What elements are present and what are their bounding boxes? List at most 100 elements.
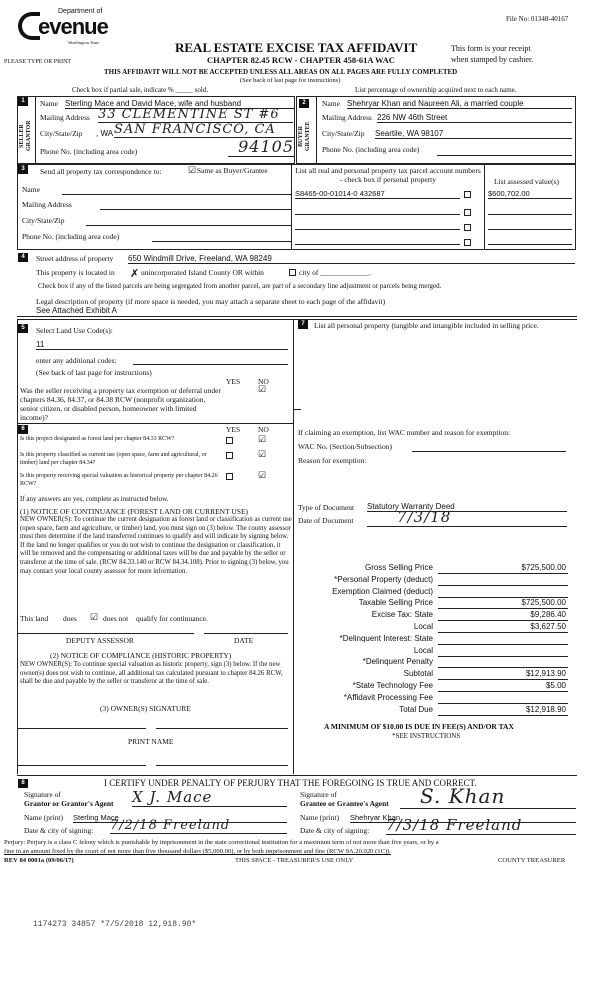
parcel-number-field[interactable]: S8465-00-01014-0 432687 bbox=[295, 189, 460, 199]
located-in-label: This property is located in bbox=[36, 268, 115, 277]
seller-city-field[interactable]: SAN FRANCISCO, CA bbox=[114, 122, 294, 138]
section-7-panel bbox=[294, 319, 577, 774]
property-street-field[interactable]: 650 Windmill Drive, Freeland, WA 98249 bbox=[128, 254, 575, 264]
city-checkbox[interactable] bbox=[289, 269, 296, 276]
section-number: 7 bbox=[298, 320, 308, 329]
receipt-note-2: when stamped by cashier. bbox=[451, 55, 534, 64]
buyer-name-field[interactable]: Shehryar Khan and Naureen Ali, a married… bbox=[347, 99, 572, 109]
assessed-value-field[interactable]: $600,702.00 bbox=[488, 189, 572, 199]
signature-of-label: Signature of bbox=[24, 790, 61, 799]
partial-sale: Check box if partial sale, indicate % __… bbox=[72, 86, 209, 94]
seller-zip-handwritten[interactable]: 94105 bbox=[228, 137, 294, 157]
same-as-buyer-checkbox[interactable]: ☑ Same as Buyer/Grantee bbox=[188, 165, 268, 175]
section-3-correspondence: 3 Send all property tax correspondence t… bbox=[17, 164, 576, 250]
logo-swoosh-icon bbox=[18, 12, 40, 40]
fee-value[interactable]: $9,286.40 bbox=[438, 610, 568, 622]
section-number: 4 bbox=[18, 253, 28, 262]
form-title: REAL ESTATE EXCISE TAX AFFIDAVIT bbox=[175, 40, 418, 55]
checkbox-cross-icon: ✗ bbox=[130, 268, 140, 280]
fee-value[interactable] bbox=[438, 634, 568, 645]
receipt-note-1: This form is your receipt bbox=[451, 44, 531, 53]
personal-property-label: List all personal property (tangible and… bbox=[314, 321, 539, 330]
personal-property-checkbox[interactable] bbox=[464, 208, 471, 216]
forest-yes-checkbox[interactable] bbox=[226, 437, 233, 444]
fee-value[interactable] bbox=[438, 646, 568, 657]
section-number: 3 bbox=[18, 165, 28, 174]
forest-no-checkbox[interactable]: ☑ bbox=[258, 434, 267, 444]
owner-signature-line[interactable] bbox=[156, 728, 288, 729]
logo-text-sub: Washington State bbox=[68, 40, 100, 45]
section-number: 2 bbox=[299, 99, 309, 108]
county-treasurer-label: COUNTY TREASURER bbox=[498, 857, 566, 864]
current-use-no-checkbox[interactable]: ☑ bbox=[258, 449, 267, 459]
if-yes-note: If any answers are yes, complete as inst… bbox=[20, 495, 169, 503]
corr-city-label: City/State/Zip bbox=[22, 216, 65, 225]
file-number: File No: 01348-40167 bbox=[506, 15, 569, 23]
warning-line: THIS AFFIDAVIT WILL NOT BE ACCEPTED UNLE… bbox=[104, 68, 458, 76]
fee-value[interactable] bbox=[438, 693, 568, 704]
city-of-label: city of _____________. bbox=[299, 268, 371, 277]
land-use-code-field[interactable]: 11 bbox=[36, 340, 288, 350]
current-use-yes-checkbox[interactable] bbox=[226, 452, 233, 459]
grantee-signature[interactable]: S. Khan bbox=[400, 784, 576, 809]
fee-value[interactable]: $3,627.50 bbox=[438, 622, 568, 633]
grantee-print-name[interactable]: Shehryar Khan bbox=[350, 813, 576, 823]
exemption-no-checkbox[interactable]: ☑ bbox=[258, 384, 267, 394]
dor-logo: Department of evenue Washington State bbox=[18, 8, 109, 48]
grantor-date-city[interactable]: 7/2/18 Freeland bbox=[110, 818, 287, 834]
buyer-address-field[interactable]: 226 NW 46th Street bbox=[377, 113, 572, 123]
certify-statement: I CERTIFY UNDER PENALTY OF PERJURY THAT … bbox=[104, 778, 477, 788]
personal-property-checkbox[interactable] bbox=[464, 190, 471, 198]
owner-signature-line[interactable] bbox=[18, 728, 146, 729]
parcel-list-header: List all real and personal property tax … bbox=[295, 166, 481, 184]
city-label: City/State/Zip bbox=[322, 129, 365, 138]
grantor-agent-label: Grantor or Grantor's Agent bbox=[24, 799, 114, 808]
seller-grantor-label: SELLER GRANTOR bbox=[19, 120, 32, 152]
fee-value[interactable] bbox=[438, 587, 568, 598]
fee-label: Taxable Selling Price bbox=[358, 598, 433, 608]
doc-type-field[interactable]: Statutory Warranty Deed bbox=[367, 502, 567, 512]
fee-value[interactable] bbox=[438, 575, 568, 586]
unincorporated-checkbox[interactable]: ✗ bbox=[130, 267, 139, 280]
fee-value[interactable]: $12,918.90 bbox=[438, 705, 568, 716]
doc-date-label: Date of Document bbox=[298, 516, 354, 525]
personal-property-checkbox[interactable] bbox=[464, 238, 471, 246]
fee-label: Subtotal bbox=[403, 669, 433, 679]
corr-address-label: Mailing Address bbox=[22, 200, 72, 209]
legal-description-label: Legal description of property (if more s… bbox=[36, 297, 386, 306]
seller-address-field[interactable]: 33 CLEMENTINE ST #6 bbox=[98, 107, 293, 123]
cashier-stamp: 1174273 34857 *7/5/2018 12,918.90* bbox=[33, 920, 197, 929]
logo-text-top: Department of bbox=[58, 8, 103, 15]
fee-value[interactable]: $12,913.90 bbox=[438, 669, 568, 681]
unincorporated-label: unincorporated Island County OR within bbox=[141, 268, 264, 277]
wac-field[interactable] bbox=[412, 451, 566, 452]
ownership-note: List percentage of ownership acquired ne… bbox=[355, 86, 517, 94]
phone-label: Phone No. (including area code) bbox=[40, 147, 138, 156]
seller-name-field[interactable]: Sterling Mace and David Mace, wife and h… bbox=[65, 99, 295, 109]
does-not-checkbox[interactable]: ☑ bbox=[90, 612, 99, 622]
grantor-signature[interactable]: X J. Mace bbox=[132, 788, 287, 807]
same-as-buyer-label: Same as Buyer/Grantee bbox=[196, 166, 268, 175]
personal-property-checkbox[interactable] bbox=[464, 223, 471, 231]
deputy-assessor-label: DEPUTY ASSESSOR bbox=[66, 636, 134, 645]
historic-yes-checkbox[interactable] bbox=[226, 473, 233, 480]
qualify-label: qualify for continuance. bbox=[136, 614, 208, 623]
fee-value[interactable]: $725,500.00 bbox=[438, 598, 568, 610]
doc-type-label: Type of Document bbox=[298, 503, 355, 512]
fee-value[interactable]: $5.00 bbox=[438, 681, 568, 692]
legal-description-field[interactable]: See Attached Exhibit A bbox=[36, 306, 117, 315]
fee-value[interactable]: $725,500.00 bbox=[438, 563, 568, 574]
date-city-label: Date & city of signing: bbox=[300, 826, 370, 835]
fee-value[interactable] bbox=[438, 657, 568, 669]
fee-label: *Delinquent Penalty bbox=[362, 657, 433, 667]
section-number: 5 bbox=[18, 324, 28, 333]
buyer-city-field[interactable]: Seartile, WA 98107 bbox=[375, 129, 572, 139]
additional-codes-field[interactable] bbox=[133, 364, 288, 365]
grantee-date-city[interactable]: 7/3/18 Freeland bbox=[386, 816, 576, 835]
grantor-print-name[interactable]: Sterling Mace bbox=[73, 813, 287, 823]
historic-no-checkbox[interactable]: ☑ bbox=[258, 470, 267, 480]
notice-compliance-body: NEW OWNER(S): To continue special valuat… bbox=[20, 661, 283, 686]
date-city-label: Date & city of signing: bbox=[24, 826, 94, 835]
doc-date-field[interactable]: 7/3/18 bbox=[367, 508, 567, 527]
perjury-note-2: fine in an amount fixed by the court of … bbox=[4, 848, 392, 855]
